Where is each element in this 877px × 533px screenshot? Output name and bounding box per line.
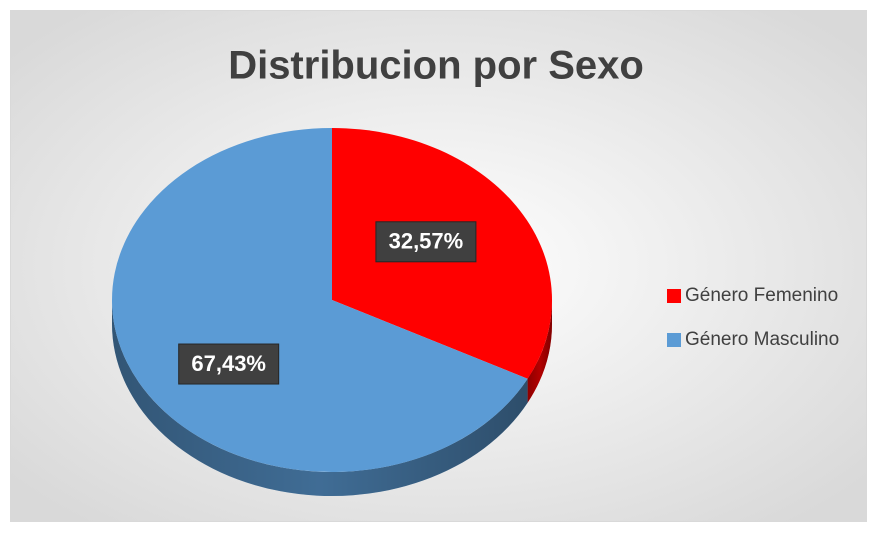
legend-label: Género Femenino [685, 285, 838, 306]
slice [111, 128, 528, 472]
legend-swatch [667, 333, 681, 347]
data-label-box [178, 343, 280, 385]
data-label-box [375, 221, 477, 263]
slice-side-shade [112, 300, 528, 496]
slice-side-shade [527, 300, 552, 403]
legend-label: Género Masculino [685, 329, 839, 350]
data-label: 67,43% [191, 351, 266, 376]
data-label: 32,57% [389, 229, 464, 254]
chart-title: Distribucion por Sexo [228, 44, 644, 88]
legend-swatch [667, 289, 681, 303]
